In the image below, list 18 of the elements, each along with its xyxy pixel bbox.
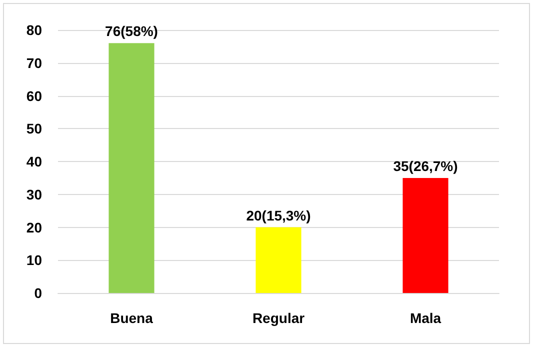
y-tick-label: 80	[26, 22, 42, 38]
y-tick-label: 30	[26, 186, 42, 202]
x-tick-label: Buena	[110, 310, 154, 326]
y-tick-label: 70	[26, 54, 42, 71]
y-tick-label: 0	[34, 285, 42, 301]
y-tick-label: 40	[26, 154, 42, 170]
bar	[256, 227, 302, 293]
data-label: 35(26,7%)	[393, 158, 458, 174]
y-tick-label: 10	[26, 252, 42, 268]
x-tick-label: Mala	[410, 310, 442, 326]
data-label: 76(58%)	[105, 23, 158, 40]
y-tick-label: 60	[26, 88, 42, 104]
x-tick-label: Regular	[252, 310, 306, 326]
bar	[402, 178, 448, 293]
data-label: 20(15,3%)	[246, 207, 311, 224]
bar	[108, 43, 154, 293]
y-tick-label: 20	[26, 219, 42, 236]
y-tick-label: 50	[26, 120, 42, 137]
